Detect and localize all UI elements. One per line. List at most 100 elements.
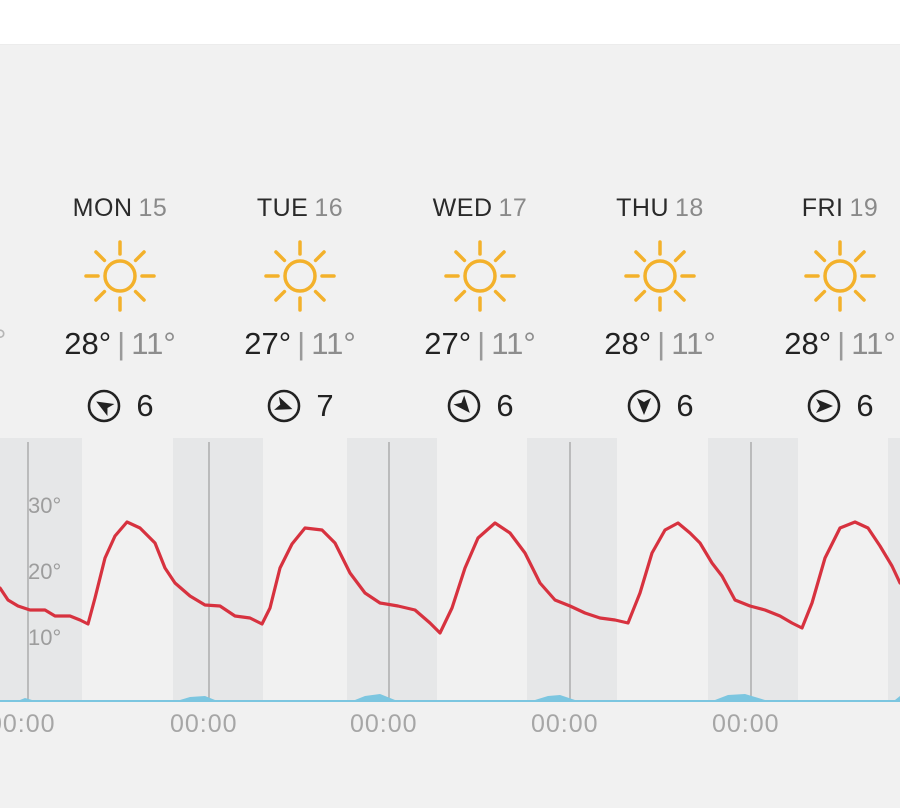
day-date: 15 <box>138 194 168 222</box>
day-header: MON 15 <box>30 180 210 236</box>
temp-high: 28° <box>604 326 652 361</box>
day-column-wed[interactable]: WED 17 27° | 11° 6 <box>390 180 570 426</box>
day-name: THU <box>616 194 670 222</box>
day-temperatures: 28° | 11° <box>750 324 900 364</box>
wind-speed: 6 <box>856 388 874 423</box>
temp-separator: | <box>657 326 666 361</box>
temp-separator: | <box>117 326 126 361</box>
day-name: TUE <box>256 194 309 222</box>
day-column-tue[interactable]: TUE 16 27° | 11° 7 <box>210 180 390 426</box>
wind: 6 <box>30 386 210 426</box>
sun-ray <box>814 250 827 263</box>
temperature-line <box>0 520 900 635</box>
day-temperatures: 28° | 11° <box>570 324 750 364</box>
hour-label: 00:00 <box>531 710 599 738</box>
sun-ray <box>853 250 866 263</box>
wind: 6 <box>390 386 570 426</box>
wind-ring <box>268 389 301 423</box>
day-header: TUE 16 <box>210 180 390 236</box>
wind-speed: 7 <box>316 388 334 423</box>
wind-direction-icon <box>628 389 661 423</box>
sun-ray <box>274 289 287 302</box>
y-tick-label: 10° <box>28 625 61 650</box>
night-band <box>173 438 263 700</box>
day-name: MON <box>72 194 133 222</box>
sun-ray <box>133 289 146 302</box>
night-band <box>527 438 617 700</box>
night-bands <box>0 438 900 700</box>
sun-ray <box>634 250 647 263</box>
day-date: 18 <box>675 194 704 222</box>
wind-ring <box>628 389 661 423</box>
sun-ray <box>673 250 686 263</box>
wind-direction-icon <box>268 389 301 423</box>
day-divider-lines <box>27 442 752 700</box>
wind-direction-icon <box>88 389 121 423</box>
y-tick-label: 30° <box>28 493 61 518</box>
wind-arrow <box>274 396 293 410</box>
sun-core <box>463 259 497 293</box>
sun-ray <box>313 289 326 302</box>
wind-speed: 6 <box>136 388 154 423</box>
wind: 7 <box>210 386 390 426</box>
night-band <box>0 438 82 700</box>
sun-ray <box>94 250 107 263</box>
sun-ray <box>454 250 467 263</box>
temp-low: 11° <box>851 326 896 361</box>
day-name: FRI <box>801 194 844 222</box>
sun-core <box>283 259 317 293</box>
temp-high: 28° <box>64 326 112 361</box>
sun-icon <box>804 240 876 312</box>
wind-arrow <box>453 395 471 413</box>
day-column-mon[interactable]: MON 15 28° | 11° 6 <box>30 180 210 426</box>
wind-speed: 6 <box>676 388 694 423</box>
day-temperatures: 27° | 11° <box>210 324 390 364</box>
temp-high: 28° <box>784 326 832 361</box>
day-column-thu[interactable]: THU 18 28° | 11° 6 <box>570 180 750 426</box>
day-temperatures: 27° | 11° <box>390 324 570 364</box>
day-header: FRI 19 <box>750 180 900 236</box>
wind-ring <box>88 389 121 423</box>
day-date: 16 <box>314 194 344 222</box>
temp-low: 11° <box>671 326 716 361</box>
top-bar <box>0 0 900 45</box>
day-name: WED <box>432 194 493 222</box>
temp-low: 11° <box>131 326 176 361</box>
sun-icon <box>444 240 516 312</box>
sun-core <box>103 259 137 293</box>
previous-day-partial: ° <box>0 323 7 358</box>
hour-label: 00:00 <box>712 710 780 738</box>
sun-ray <box>94 289 107 302</box>
y-tick-label: 20° <box>28 559 61 584</box>
sun-ray <box>673 289 686 302</box>
sun-ray <box>493 250 506 263</box>
temperature-chart-svg: 30° 20° 10° 00:00 00:00 00:00 00:00 00:0… <box>0 438 900 738</box>
wind-ring <box>448 389 481 423</box>
sun-icon <box>84 240 156 312</box>
temp-high: 27° <box>244 326 292 361</box>
sun-ray <box>634 289 647 302</box>
wind: 6 <box>750 386 900 426</box>
wind-ring <box>808 389 841 423</box>
day-date: 19 <box>849 194 879 222</box>
temperature-chart: 30° 20° 10° 00:00 00:00 00:00 00:00 00:0… <box>0 438 900 738</box>
night-band <box>347 438 437 700</box>
sun-core <box>643 259 677 293</box>
night-band <box>708 438 798 700</box>
forecast-days: ° MON 15 28° | 11° 6 TUE 16 27° | 11° 7 WED 17 … <box>0 180 900 430</box>
day-column-fri[interactable]: FRI 19 28° | 11° 6 <box>750 180 900 426</box>
day-header: WED 17 <box>390 180 570 236</box>
sun-ray <box>454 289 467 302</box>
wind: 6 <box>570 386 750 426</box>
day-date: 17 <box>498 194 528 222</box>
temp-high: 27° <box>424 326 472 361</box>
wind-arrow <box>96 401 115 417</box>
hour-label: 00:00 <box>0 710 56 738</box>
wind-arrow <box>637 398 652 415</box>
sun-icon <box>624 240 696 312</box>
sun-core <box>823 259 857 293</box>
hour-label: 00:00 <box>170 710 238 738</box>
sun-ray <box>313 250 326 263</box>
day-header: THU 18 <box>570 180 750 236</box>
temp-low: 11° <box>311 326 356 361</box>
